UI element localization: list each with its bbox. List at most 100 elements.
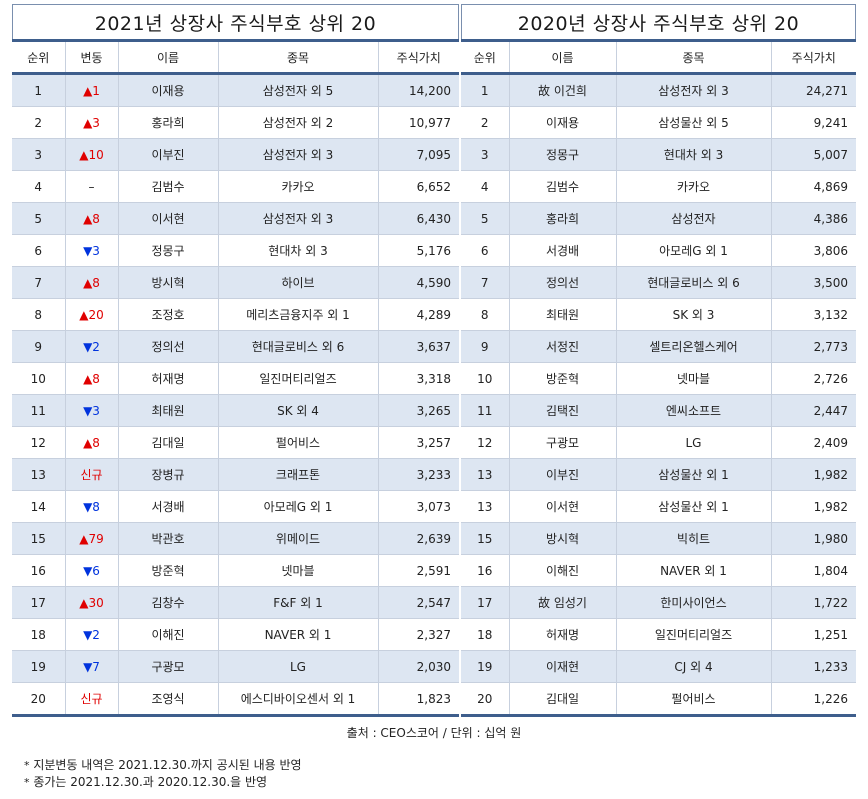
stock-cell: 카카오 [615,170,771,203]
value-cell: 24,271 [770,73,856,107]
rank-cell: 7 [12,266,65,299]
change-cell: ▲30 [64,586,118,619]
value-cell: 2,030 [377,650,459,683]
rank-cell: 16 [461,554,509,587]
change-cell: ▲8 [64,266,118,299]
stock-cell: LG [615,426,771,459]
stock-cell: 펄어비스 [217,426,378,459]
stock-cell: 아모레G 외 1 [615,234,771,267]
table-row: 3 ▲10 이부진 삼성전자 외 3 7,095 [12,138,459,171]
value-cell: 3,637 [377,330,459,363]
stock-cell: 일진머티리얼즈 [217,362,378,395]
name-cell: 정의선 [508,266,616,299]
rank-cell: 12 [12,426,65,459]
name-cell: 정몽구 [117,234,218,267]
name-cell: 구광모 [508,426,616,459]
table-row: 9 서정진 셀트리온헬스케어 2,773 [461,330,856,363]
stock-cell: 삼성전자 [615,202,771,235]
name-cell: 김택진 [508,394,616,427]
rank-cell: 15 [461,522,509,555]
stock-cell: 삼성전자 외 5 [217,73,378,107]
name-cell: 이재용 [117,73,218,107]
rank-cell: 6 [12,234,65,267]
change-cell: ▲3 [64,106,118,139]
table-row: 19 이재현 CJ 외 4 1,233 [461,650,856,683]
stock-cell: NAVER 외 1 [217,618,378,651]
rank-cell: 3 [12,138,65,171]
name-cell: 방준혁 [117,554,218,587]
table-row: 11 ▼3 최태원 SK 외 4 3,265 [12,394,459,427]
name-cell: 방시혁 [508,522,616,555]
value-cell: 1,233 [770,650,856,683]
value-cell: 2,327 [377,618,459,651]
name-cell: 조정호 [117,298,218,331]
name-cell: 김범수 [117,170,218,203]
rank-cell: 19 [461,650,509,683]
stock-cell: 메리츠금융지주 외 1 [217,298,378,331]
change-cell: ▲8 [64,426,118,459]
name-cell: 정몽구 [508,138,616,171]
value-cell: 1,804 [770,554,856,587]
header-rank: 순위 [461,39,509,75]
table-row: 19 ▼7 구광모 LG 2,030 [12,650,459,683]
value-cell: 3,265 [377,394,459,427]
value-cell: 1,982 [770,458,856,491]
name-cell: 이해진 [117,618,218,651]
table-row: 7 정의선 현대글로비스 외 6 3,500 [461,266,856,299]
value-cell: 6,430 [377,202,459,235]
name-cell: 허재명 [117,362,218,395]
footnote-text: 종가는 2021.12.30.과 2020.12.30.을 반영 [33,775,268,789]
table-row: 14 ▼8 서경배 아모레G 외 1 3,073 [12,490,459,523]
name-cell: 이부진 [508,458,616,491]
change-cell: ▼2 [64,618,118,651]
table-row: 15 ▲79 박관호 위메이드 2,639 [12,522,459,555]
value-cell: 3,806 [770,234,856,267]
name-cell: 방시혁 [117,266,218,299]
header-name: 이름 [117,39,218,75]
value-cell: 1,982 [770,490,856,523]
table-row: 18 ▼2 이해진 NAVER 외 1 2,327 [12,618,459,651]
change-cell: ▲1 [64,73,118,107]
value-cell: 2,773 [770,330,856,363]
stock-cell: LG [217,650,378,683]
value-cell: 9,241 [770,106,856,139]
table-row: 8 ▲20 조정호 메리츠금융지주 외 1 4,289 [12,298,459,331]
stock-cell: 에스디바이오센서 외 1 [217,682,378,717]
name-cell: 허재명 [508,618,616,651]
value-cell: 5,176 [377,234,459,267]
change-cell: – [64,170,118,203]
change-cell: 신규 [64,458,118,491]
name-cell: 故 이건희 [508,73,616,107]
name-cell: 이해진 [508,554,616,587]
value-cell: 2,726 [770,362,856,395]
table-row: 9 ▼2 정의선 현대글로비스 외 6 3,637 [12,330,459,363]
stock-cell: 셀트리온헬스케어 [615,330,771,363]
name-cell: 조영식 [117,682,218,717]
change-cell: ▼7 [64,650,118,683]
table-row: 2 이재용 삼성물산 외 5 9,241 [461,106,856,139]
name-cell: 이재용 [508,106,616,139]
name-cell: 김창수 [117,586,218,619]
value-cell: 2,547 [377,586,459,619]
table-row: 2 ▲3 홍라희 삼성전자 외 2 10,977 [12,106,459,139]
name-cell: 홍라희 [117,106,218,139]
name-cell: 이부진 [117,138,218,171]
table-row: 12 구광모 LG 2,409 [461,426,856,459]
rank-cell: 1 [12,73,65,107]
value-cell: 1,226 [770,682,856,717]
rank-cell: 20 [12,682,65,717]
value-cell: 7,095 [377,138,459,171]
change-cell: ▼3 [64,394,118,427]
footnote-text: 지분변동 내역은 2021.12.30.까지 공시된 내용 반영 [33,758,302,772]
table-row: 4 김범수 카카오 4,869 [461,170,856,203]
ranking-2021-table: 순위 변동 이름 종목 주식가치 1 ▲1 이재용 삼성전자 외 5 14,200 2 ▲3… [12,39,459,717]
rank-cell: 10 [12,362,65,395]
table-row: 15 방시혁 빅히트 1,980 [461,522,856,555]
table-row: 1 ▲1 이재용 삼성전자 외 5 14,200 [12,73,459,107]
value-cell: 2,447 [770,394,856,427]
stock-cell: SK 외 4 [217,394,378,427]
name-cell: 박관호 [117,522,218,555]
name-cell: 홍라희 [508,202,616,235]
header-stock: 종목 [615,39,771,75]
